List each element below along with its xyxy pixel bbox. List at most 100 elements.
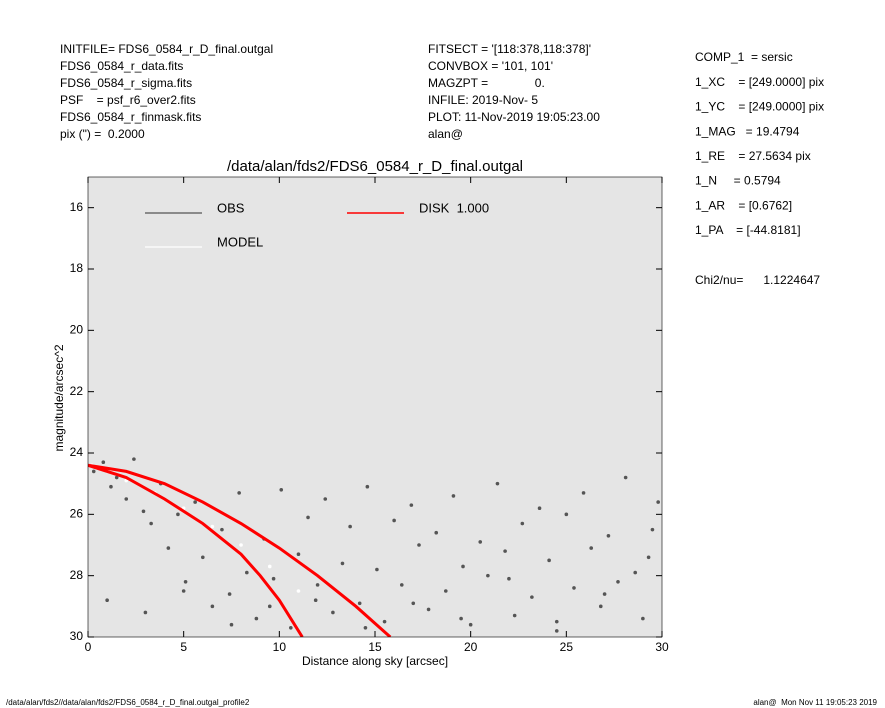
y-tick-label: 30	[70, 629, 84, 643]
data-point	[365, 484, 370, 489]
x-tick-label: 20	[464, 640, 478, 654]
data-point	[201, 555, 205, 560]
plot-background	[88, 177, 662, 637]
data-point	[375, 567, 379, 572]
header-left-line: pix (") = 0.2000	[60, 127, 145, 141]
data-point	[434, 530, 439, 535]
data-point	[143, 610, 148, 615]
data-point	[239, 543, 243, 547]
data-point	[451, 494, 456, 498]
data-point	[443, 589, 448, 593]
data-point	[313, 598, 318, 602]
data-point	[589, 546, 594, 550]
data-point	[602, 592, 607, 596]
data-point	[331, 610, 335, 615]
data-point	[357, 601, 362, 606]
x-tick-label: 30	[655, 640, 669, 654]
data-point	[461, 564, 465, 569]
data-point	[486, 573, 490, 578]
header-right-line: COMP_1 = sersic	[695, 50, 793, 64]
legend-label: MODEL	[217, 234, 263, 249]
data-point	[348, 524, 352, 529]
header-middle-line: alan@	[428, 127, 463, 141]
y-tick-label: 26	[70, 507, 84, 521]
data-point	[520, 521, 525, 526]
header-middle-line: MAGZPT = 0.	[428, 76, 545, 90]
data-point	[641, 616, 645, 621]
data-point	[512, 613, 517, 618]
data-point	[616, 580, 620, 584]
header-middle-line: FITSECT = '[118:378,118:378]'	[428, 42, 591, 56]
header-right-line: 1_N = 0.5794	[695, 174, 781, 188]
footer-left: /data/alan/fds2//data/alan/fds2/FDS6_058…	[6, 698, 250, 707]
data-point	[554, 629, 559, 633]
data-point	[633, 570, 638, 575]
data-point	[315, 583, 320, 587]
header-left-line: FDS6_0584_r_finmask.fits	[60, 110, 201, 124]
data-point	[323, 497, 328, 501]
header-right-line: 1_AR = [0.6762]	[695, 198, 792, 212]
data-point	[245, 570, 249, 575]
data-point	[581, 491, 586, 495]
header-left-line: PSF = psf_r6_over2.fits	[60, 93, 196, 107]
data-point	[229, 622, 234, 627]
data-point	[392, 518, 396, 523]
header-right-line: 1_MAG = 19.4794	[695, 124, 800, 138]
data-point	[141, 509, 146, 514]
data-point	[411, 601, 416, 606]
x-tick-label: 0	[85, 640, 92, 654]
data-point	[507, 576, 511, 581]
header-middle-line: PLOT: 11-Nov-2019 19:05:23.00	[428, 110, 600, 124]
data-point	[530, 595, 534, 599]
series-line	[88, 463, 392, 637]
data-point	[306, 515, 310, 520]
data-point	[554, 619, 559, 624]
data-point	[109, 484, 113, 489]
y-tick-label: 20	[70, 323, 84, 337]
header-middle-line: CONVBOX = '101, 101'	[428, 59, 553, 73]
data-point	[417, 543, 421, 547]
data-point	[279, 488, 284, 492]
data-point	[409, 503, 414, 507]
data-point	[220, 527, 224, 532]
data-point	[646, 555, 651, 560]
data-point	[564, 512, 569, 517]
y-tick-label: 22	[70, 384, 84, 398]
data-point	[623, 475, 628, 480]
data-point	[296, 552, 301, 556]
data-point	[210, 524, 215, 529]
y-tick-label: 24	[70, 445, 84, 459]
data-point	[495, 481, 500, 486]
y-axis-label: magnitude/arcsec^2	[52, 344, 66, 451]
data-point	[340, 561, 345, 566]
data-point	[363, 626, 368, 630]
data-point	[572, 586, 576, 590]
data-point	[227, 592, 232, 596]
data-point	[267, 604, 272, 609]
legend-label: DISK 1.000	[419, 200, 489, 215]
data-point	[181, 589, 186, 593]
x-tick-label: 25	[560, 640, 574, 654]
data-point	[105, 598, 109, 602]
data-point	[254, 616, 259, 621]
footer-right: alan@ Mon Nov 11 19:05:23 2019	[753, 698, 877, 707]
chart-title: /data/alan/fds2/FDS6_0584_r_D_final.outg…	[227, 158, 523, 175]
data-point	[101, 460, 106, 465]
data-point	[426, 607, 431, 612]
data-point	[537, 506, 542, 511]
data-point	[267, 564, 272, 569]
data-point	[176, 512, 180, 517]
header-left-line: FDS6_0584_r_data.fits	[60, 59, 183, 73]
header-middle-line: INFILE: 2019-Nov- 5	[428, 93, 538, 107]
data-point	[382, 619, 387, 624]
y-tick-label: 28	[70, 568, 84, 582]
header-left-line: INITFILE= FDS6_0584_r_D_final.outgal	[60, 42, 273, 56]
y-tick-label: 16	[70, 200, 84, 214]
data-point	[149, 521, 153, 526]
header-right-line: 1_XC = [249.0000] pix	[695, 75, 824, 89]
data-point	[210, 604, 215, 609]
data-point	[598, 604, 603, 609]
data-point	[237, 491, 241, 495]
header-right-line: 1_RE = 27.5634 pix	[695, 149, 811, 163]
data-point	[132, 457, 136, 461]
